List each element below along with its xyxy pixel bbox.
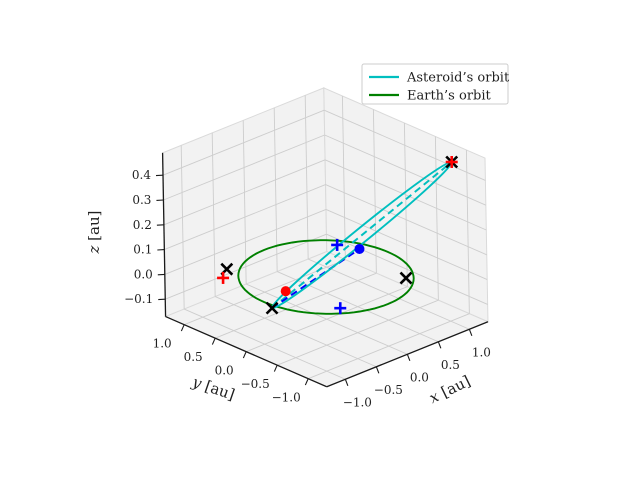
marker-x (399, 271, 413, 285)
grid-line-x-wall (304, 95, 309, 260)
y-tick (180, 324, 185, 332)
marker-dot (354, 243, 365, 254)
grid-line-x-wall (211, 132, 216, 297)
grid-line-y (214, 272, 377, 339)
grid-line-x-wall (273, 107, 278, 272)
grid-line-z-right (324, 159, 487, 231)
grid-line-y-wall (403, 122, 408, 287)
y-tick (273, 364, 278, 372)
grid-line-z-right (326, 233, 488, 305)
z-tick-label: −0.1 (124, 292, 153, 306)
grid-line-z-left (164, 184, 326, 251)
legend: Asteroid’s orbit Earth’s orbit (361, 63, 510, 105)
grid-line-x-wall (180, 145, 185, 310)
legend-label-asteroid: Asteroid’s orbit (406, 71, 510, 86)
y-tick-label: 1.0 (153, 337, 172, 351)
grid-line-z-right (325, 184, 487, 256)
z-tick-label: 0.0 (134, 267, 153, 281)
orbit-markers (217, 155, 459, 315)
grid-line-y-wall (465, 149, 470, 314)
asteroid-major-axis-dashed (271, 161, 453, 309)
x-tick (406, 354, 411, 361)
earth-asteroid-segment-dashed (271, 248, 361, 309)
earth-orbit-path (237, 239, 415, 315)
z-axis-spine (161, 152, 167, 317)
marker-dot (280, 286, 291, 297)
x-tick (344, 379, 349, 386)
y-tick-label: 0.0 (215, 364, 234, 378)
grid-line-y-wall (434, 136, 439, 301)
x-tick (468, 329, 473, 336)
grid-line-z-left (163, 134, 325, 201)
legend-label-earth: Earth’s orbit (407, 89, 492, 104)
x-tick (437, 341, 442, 349)
grid-line-z-right (324, 109, 486, 181)
grid-line-z-left (164, 208, 327, 275)
x-tick-label: −1.0 (343, 395, 372, 409)
grid-line-z-left (162, 109, 325, 176)
axes-ticks: −1.0−0.50.00.51.01.00.50.0−0.5−1.0−0.10.… (124, 168, 491, 409)
axes-grid (162, 95, 488, 380)
grid-line-y (307, 313, 470, 380)
grid-line-y-wall (341, 95, 346, 260)
y-tick (211, 337, 216, 345)
y-tick (304, 378, 309, 386)
z-tick-label: 0.1 (133, 243, 152, 257)
grid-line-y (245, 286, 408, 353)
x-tick-label: −0.5 (374, 383, 403, 397)
y-tick-label: −1.0 (272, 391, 301, 405)
x-tick-label: 1.0 (472, 345, 491, 359)
y-tick-label: −0.5 (241, 377, 270, 391)
x-tick-label: 0.5 (441, 358, 460, 372)
grid-line-z-left (163, 159, 326, 226)
z-tick-label: 0.4 (132, 168, 151, 182)
grid-line-y-wall (372, 109, 377, 274)
x-tick (375, 366, 380, 374)
y-tick (242, 351, 247, 359)
grid-line-z-right (324, 134, 487, 206)
z-tick-label: 0.2 (133, 218, 152, 232)
grid-line-z-left (165, 233, 327, 300)
marker-x (265, 301, 279, 315)
z-tick-label: 0.3 (132, 193, 151, 207)
x-tick-label: 0.0 (410, 370, 429, 384)
y-axis-spine (165, 315, 328, 388)
y-tick-label: 0.5 (184, 350, 203, 364)
grid-line-x-wall (242, 120, 247, 285)
x-axis-label: x [au] (426, 372, 473, 407)
grid-line-z-right (325, 208, 488, 281)
z-axis-label: z [au] (85, 211, 103, 255)
grid-line-y (276, 299, 439, 366)
